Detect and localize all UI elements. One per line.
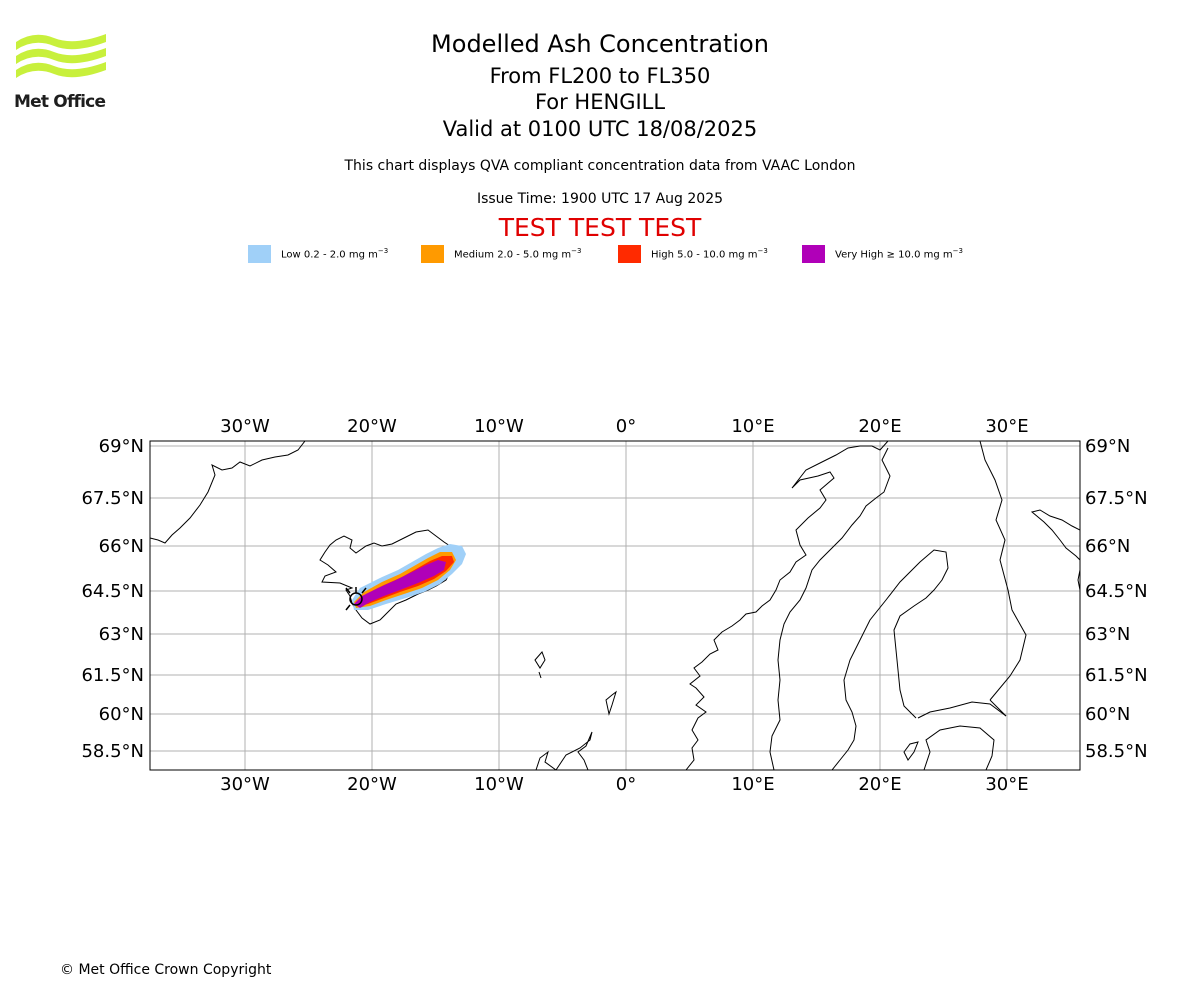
lon-tick-top: 30°W: [220, 416, 270, 437]
legend-swatch-low: [248, 245, 271, 263]
lat-tick-right: 58.5°N: [1085, 741, 1148, 762]
ash-very-high: [354, 560, 446, 608]
map-frame: [149, 440, 1081, 771]
lat-tick-right: 67.5°N: [1085, 488, 1148, 509]
sweden-coast: [831, 549, 949, 770]
lat-tick-right: 61.5°N: [1085, 665, 1148, 686]
lon-tick-top: 20°W: [347, 416, 397, 437]
lat-tick-left: 60°N: [99, 704, 144, 725]
legend-label-medium: Medium 2.0 - 5.0 mg m−3: [454, 247, 582, 261]
legend-label-high: High 5.0 - 10.0 mg m−3: [651, 247, 768, 261]
ash-concentration-map: 30°W 30°W 20°W 20°W 10°W 10°W 0° 0° 10°E 10°E 20°E…: [81, 416, 1147, 795]
compliance-note: This chart displays QVA compliant concen…: [344, 158, 856, 174]
legend-swatch-high: [618, 245, 641, 263]
lat-tick-left: 66°N: [99, 536, 144, 557]
baltic-south-coast: [923, 725, 995, 770]
coastlines: [150, 441, 1080, 770]
kola-coast: [1030, 509, 1080, 591]
legend-item-very-high: Very High ≥ 10.0 mg m−3: [802, 244, 963, 264]
iceland-coast: [319, 529, 457, 625]
test-banner: TEST TEST TEST: [498, 213, 702, 242]
lat-tick-right: 63°N: [1085, 624, 1130, 645]
met-office-logo: [16, 34, 106, 78]
copyright-notice: © Met Office Crown Copyright: [60, 962, 272, 978]
lat-tick-left: 64.5°N: [81, 581, 144, 602]
ash-plume: [352, 544, 466, 610]
volcano-name: For HENGILL: [534, 90, 666, 114]
legend-item-medium: Medium 2.0 - 5.0 mg m−3: [421, 244, 582, 264]
greenland-coast: [150, 441, 306, 544]
volcano-marker: [345, 587, 367, 611]
chart-title: Modelled Ash Concentration: [431, 30, 769, 58]
valid-time: Valid at 0100 UTC 18/08/2025: [442, 117, 758, 141]
scotland-coast: [535, 731, 593, 770]
lat-tick-left: 67.5°N: [81, 488, 144, 509]
legend-label-very-high: Very High ≥ 10.0 mg m−3: [835, 247, 963, 261]
lat-tick-left: 58.5°N: [81, 741, 144, 762]
lat-tick-right: 69°N: [1085, 436, 1130, 457]
lon-tick-top: 10°W: [474, 416, 524, 437]
finland-coast: [917, 441, 1027, 719]
met-office-logo-text: Met Office: [14, 92, 106, 112]
lon-tick-bottom: 10°E: [731, 774, 774, 795]
axis-tick-labels: 30°W 30°W 20°W 20°W 10°W 10°W 0° 0° 10°E 10°E 20°E…: [81, 416, 1147, 795]
finland-russia-border: [989, 699, 1007, 717]
lon-tick-bottom: 30°E: [985, 774, 1028, 795]
lon-tick-bottom: 20°E: [858, 774, 901, 795]
gotland-area: [903, 741, 919, 761]
norway-sweden-border: [769, 447, 891, 770]
lat-tick-right: 60°N: [1085, 704, 1130, 725]
graticule: [150, 441, 1080, 770]
lon-tick-bottom: 20°W: [347, 774, 397, 795]
lon-tick-top: 20°E: [858, 416, 901, 437]
flight-levels: From FL200 to FL350: [489, 64, 711, 88]
lon-tick-bottom: 10°W: [474, 774, 524, 795]
lat-tick-left: 63°N: [99, 624, 144, 645]
lat-tick-right: 64.5°N: [1085, 581, 1148, 602]
legend-item-low: Low 0.2 - 2.0 mg m−3: [248, 244, 388, 264]
legend-swatch-medium: [421, 245, 444, 263]
lat-tick-left: 61.5°N: [81, 665, 144, 686]
faroe-islands: [534, 651, 546, 679]
norway-coast: [685, 441, 889, 770]
legend-label-low: Low 0.2 - 2.0 mg m−3: [281, 247, 389, 261]
lon-tick-top: 10°E: [731, 416, 774, 437]
lon-tick-bottom: 0°: [616, 774, 636, 795]
lon-tick-top: 30°E: [985, 416, 1028, 437]
lat-tick-left: 69°N: [99, 436, 144, 457]
legend-swatch-very-high: [802, 245, 825, 263]
map-area: [150, 441, 1080, 770]
legend-item-high: High 5.0 - 10.0 mg m−3: [618, 244, 768, 264]
lon-tick-bottom: 30°W: [220, 774, 270, 795]
shetland-islands: [605, 690, 617, 716]
issue-time: Issue Time: 1900 UTC 17 Aug 2025: [476, 191, 724, 207]
lon-tick-top: 0°: [616, 416, 636, 437]
lat-tick-right: 66°N: [1085, 536, 1130, 557]
